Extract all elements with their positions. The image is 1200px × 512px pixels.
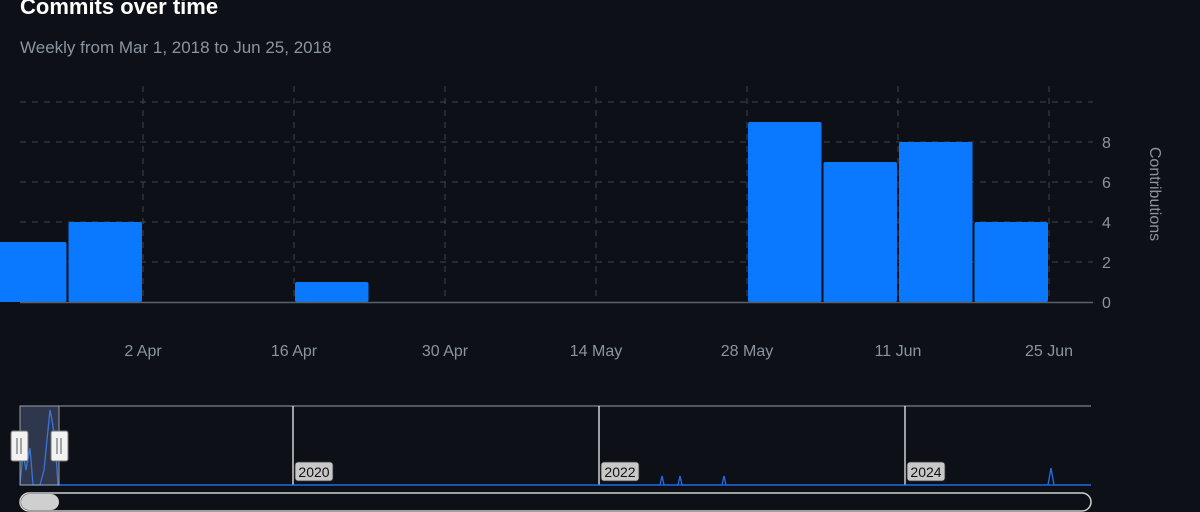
bar[interactable] bbox=[974, 222, 1049, 302]
bar[interactable] bbox=[748, 122, 822, 302]
bar[interactable] bbox=[823, 162, 898, 302]
bar[interactable] bbox=[0, 242, 67, 302]
navigator-year-label: 2022 bbox=[604, 464, 635, 480]
x-tick-label: 16 Apr bbox=[271, 343, 318, 360]
bar[interactable] bbox=[68, 222, 143, 302]
x-tick-label: 14 May bbox=[570, 343, 622, 360]
navigator-year-markers: 2020 2022 2024 bbox=[292, 406, 946, 485]
navigator-year-badge bbox=[906, 461, 946, 482]
y-tick-label: 2 bbox=[1102, 255, 1111, 272]
navigator-right-handle[interactable] bbox=[50, 430, 69, 462]
x-tick-label: 30 Apr bbox=[422, 343, 469, 360]
chart-subtitle: Weekly from Mar 1, 2018 to Jun 25, 2018 bbox=[20, 38, 332, 57]
chart-title: Commits over time bbox=[20, 0, 219, 19]
scrollbar-track[interactable] bbox=[19, 492, 1092, 512]
navigator-year-badge bbox=[600, 461, 640, 482]
navigator[interactable]: 2020 2022 2024 bbox=[10, 405, 1091, 486]
bar[interactable] bbox=[899, 142, 973, 302]
x-tick-label: 2 Apr bbox=[124, 343, 162, 360]
x-tick-label: 11 Jun bbox=[875, 343, 922, 360]
navigator-year-label: 2024 bbox=[910, 464, 941, 480]
scrollbar[interactable] bbox=[19, 492, 1092, 512]
y-axis-label: Contributions bbox=[1146, 147, 1163, 241]
navigator-left-handle[interactable] bbox=[10, 430, 29, 462]
scrollbar-thumb[interactable] bbox=[21, 494, 59, 510]
navigator-year-badge bbox=[294, 461, 334, 482]
navigator-year-label: 2020 bbox=[298, 464, 329, 480]
y-tick-label: 6 bbox=[1102, 175, 1111, 192]
x-tick-label: 28 May bbox=[721, 343, 773, 360]
bars bbox=[0, 122, 1048, 302]
grid bbox=[20, 86, 1093, 302]
x-tick-label: 25 Jun bbox=[1025, 343, 1073, 360]
y-tick-label: 0 bbox=[1102, 295, 1111, 312]
bar[interactable] bbox=[295, 282, 369, 302]
y-tick-label: 8 bbox=[1102, 135, 1111, 152]
y-tick-label: 4 bbox=[1102, 215, 1111, 232]
axes: 2 Apr 16 Apr 30 Apr 14 May 28 May 11 Jun 25 Ju… bbox=[20, 135, 1111, 360]
